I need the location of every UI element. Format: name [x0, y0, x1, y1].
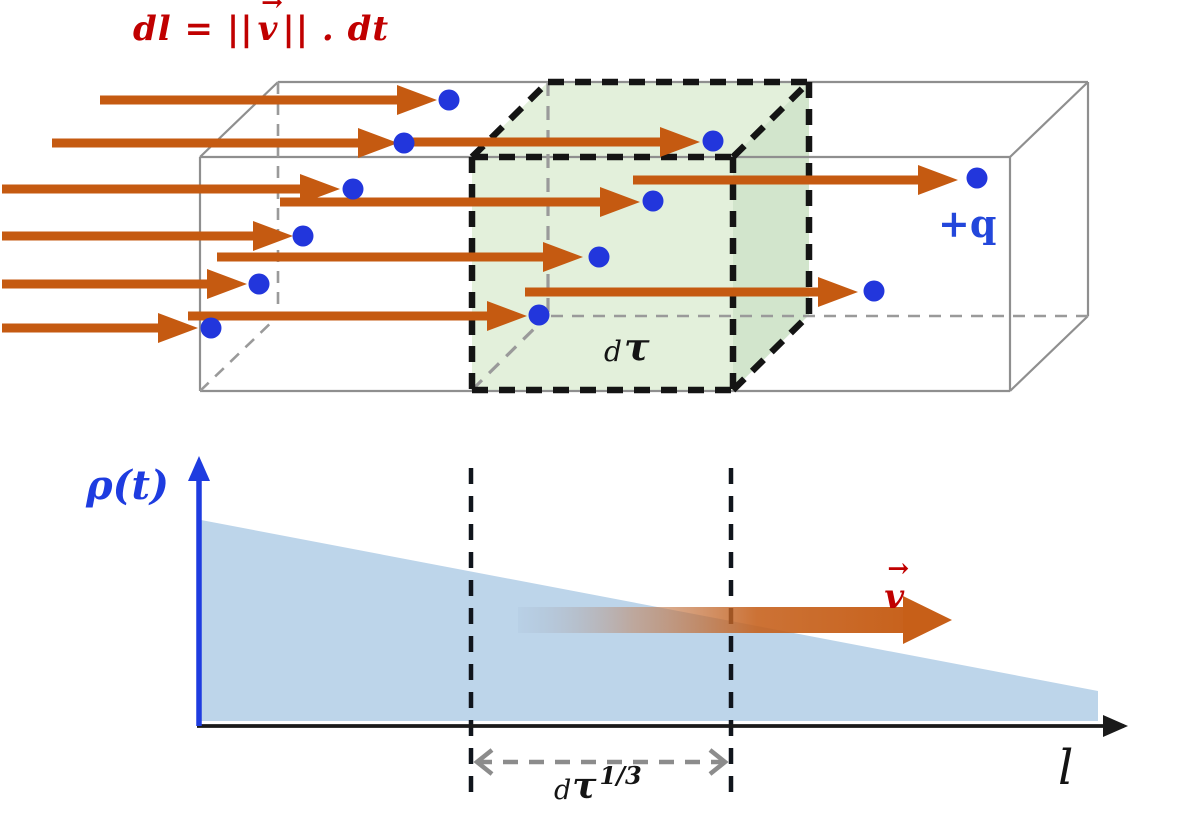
charge-dot	[248, 273, 270, 295]
charge-dot	[702, 130, 724, 152]
vector-arrow-icon: →	[887, 554, 910, 584]
charge-dot	[863, 280, 885, 302]
velocity-arrowhead	[600, 187, 640, 217]
charge-dot	[292, 225, 314, 247]
charge-dot	[966, 167, 988, 189]
volume-element-edge	[469, 79, 551, 160]
vector-arrow-icon: →	[261, 0, 283, 18]
formula-dl: dl = || → v || . dt	[133, 0, 390, 49]
velocity-arrowhead	[660, 127, 700, 157]
density-axis-arrowhead	[188, 456, 210, 481]
velocity-arrowhead	[397, 85, 437, 115]
tube-hidden-edge	[199, 315, 279, 392]
velocity-arrowhead	[818, 277, 858, 307]
velocity-symbol: → v	[880, 556, 909, 614]
velocity-arrowhead	[918, 165, 958, 195]
charge-dot	[528, 304, 550, 326]
volume-element-edge	[730, 79, 812, 160]
velocity-arrowhead	[487, 301, 527, 331]
velocity-arrowhead	[543, 242, 583, 272]
velocity-gradient-head	[903, 596, 952, 644]
formula-lhs: dl = ||	[133, 9, 254, 49]
dimension-arrowhead-left	[473, 748, 494, 776]
volume-element-hidden-edge	[470, 313, 550, 392]
charge-dot	[438, 89, 460, 111]
tube-edge	[1009, 315, 1089, 392]
dimension-arrowhead-right	[708, 748, 729, 776]
velocity-arrowhead	[207, 269, 247, 299]
velocity-gradient-shaft	[518, 607, 903, 633]
length-axis-arrowhead	[1103, 715, 1128, 737]
velocity-arrowhead	[253, 221, 293, 251]
charge-dot	[588, 246, 610, 268]
charge-dot	[393, 132, 415, 154]
charge-dot	[342, 178, 364, 200]
charge-dot	[642, 190, 664, 212]
formula-rhs: || . dt	[282, 9, 390, 49]
velocity-arrowhead	[158, 313, 198, 343]
velocity-vector-label: → v	[833, 546, 909, 648]
tube-edge	[1009, 81, 1089, 158]
length-axis-label: l	[1058, 740, 1074, 796]
cube-width-label: d τ 1/3	[554, 761, 642, 807]
velocity-arrowhead	[300, 174, 340, 204]
charge-label: +q	[938, 201, 997, 246]
density-axis-label: ρ(t)	[86, 462, 169, 509]
velocity-arrowhead	[358, 128, 398, 158]
velocity-symbol: → v	[254, 0, 283, 46]
volume-element-edge	[730, 312, 812, 393]
charge-dot	[200, 317, 222, 339]
volume-element-side-shade	[733, 82, 809, 390]
